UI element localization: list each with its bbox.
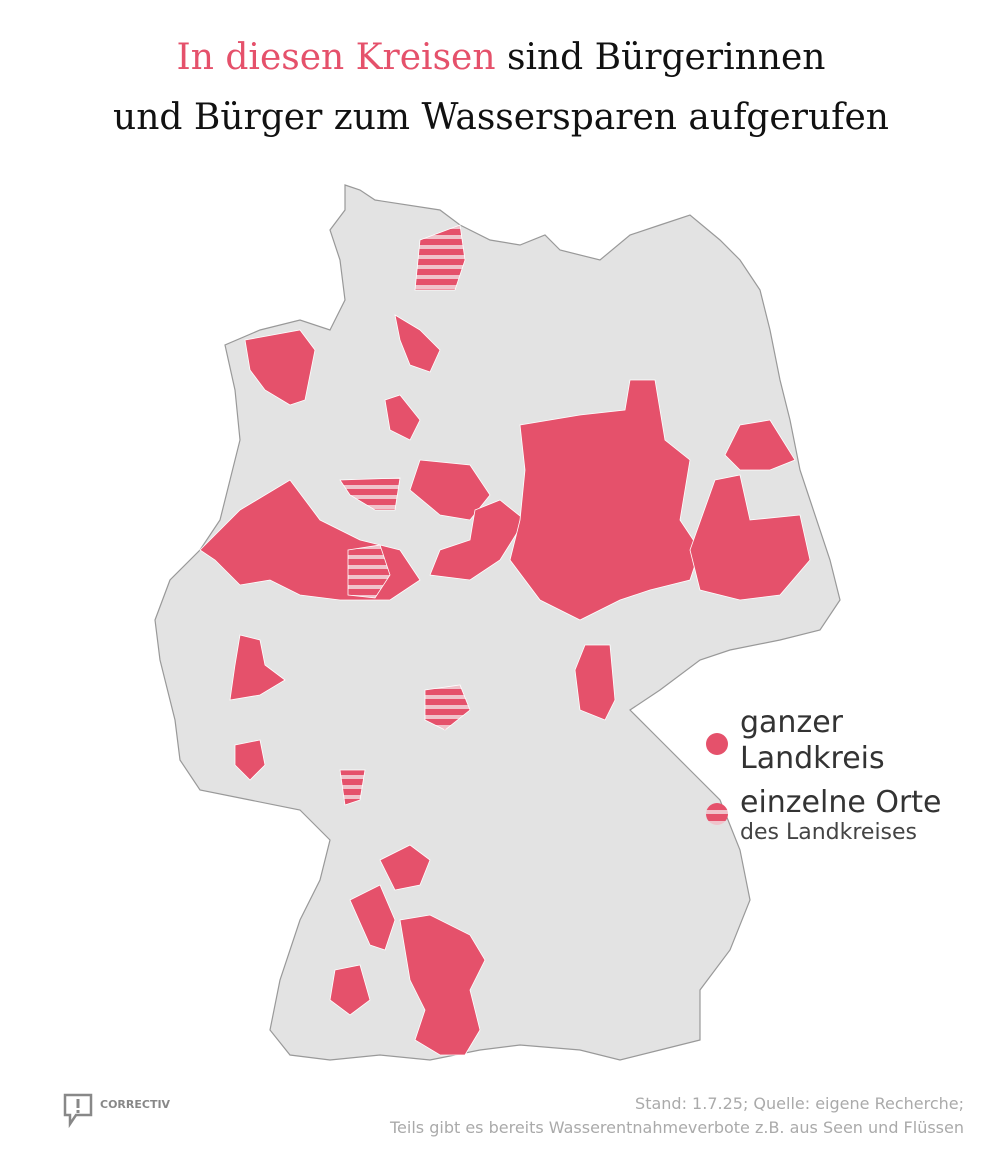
title-line2: und Bürger zum Wassersparen aufgerufen	[113, 97, 889, 138]
district	[349, 884, 396, 951]
legend-dot-partial	[706, 803, 728, 825]
map	[154, 184, 841, 1061]
legend-whole: ganzer Landkreis	[740, 705, 885, 776]
legend-partial: einzelne Orte	[740, 785, 942, 820]
district	[234, 739, 266, 781]
title-rest: sind Bürgerinnen	[507, 37, 826, 78]
district	[329, 964, 371, 1016]
district	[339, 477, 401, 511]
district	[414, 224, 466, 291]
whole-districts	[199, 314, 811, 1056]
legend-partial-sub: des Landkreises	[740, 820, 918, 845]
district	[429, 499, 526, 581]
partial-districts	[339, 224, 471, 806]
district	[409, 459, 491, 521]
district	[229, 634, 286, 701]
note-line: Teils gibt es bereits Wasserentnahmeverb…	[390, 1118, 964, 1137]
district	[394, 314, 441, 373]
district	[244, 329, 316, 406]
district	[384, 394, 421, 441]
source-line: Stand: 1.7.25; Quelle: eigene Recherche;	[635, 1094, 964, 1113]
logo: CORRECTIV	[100, 1098, 171, 1111]
district	[574, 644, 616, 721]
district	[347, 544, 391, 599]
district	[379, 844, 431, 891]
source: Stand: 1.7.25; Quelle: eigene Recherche;…	[390, 1092, 964, 1140]
district	[724, 419, 796, 471]
legend-dot-whole	[706, 733, 728, 755]
logo-icon	[63, 1093, 93, 1128]
district	[339, 769, 366, 806]
title-highlight: In diesen Kreisen	[176, 37, 496, 78]
title: In diesen Kreisen sind Bürgerinnen und B…	[0, 28, 1002, 148]
district	[424, 684, 471, 731]
district	[399, 914, 486, 1056]
germany-outline	[154, 184, 841, 1061]
district	[689, 474, 811, 601]
